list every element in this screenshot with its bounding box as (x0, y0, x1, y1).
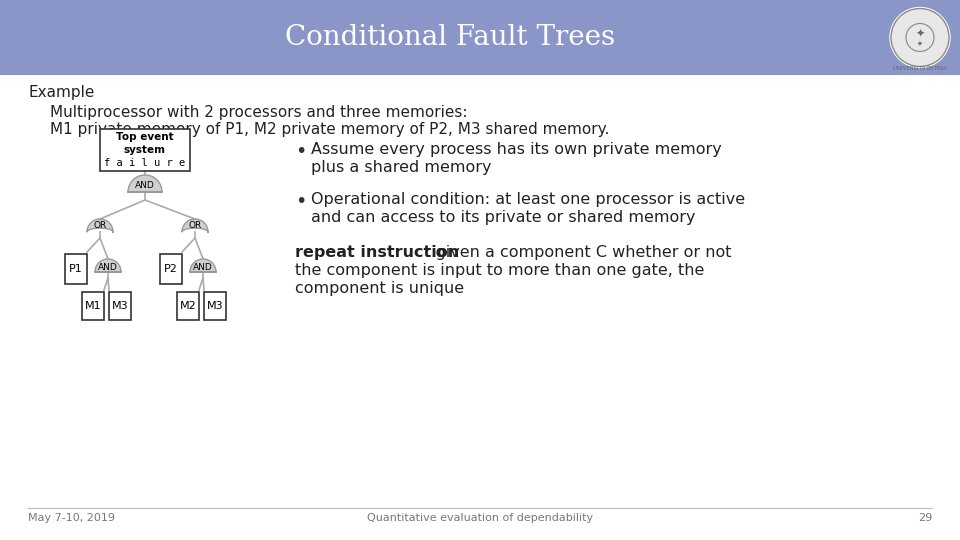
Polygon shape (190, 259, 216, 272)
Text: •: • (295, 142, 306, 161)
Text: AND: AND (98, 262, 118, 272)
Text: UNIVERSITÀ DI PISA: UNIVERSITÀ DI PISA (893, 66, 947, 71)
Bar (160, 254, 182, 284)
Text: May 7-10, 2019: May 7-10, 2019 (28, 513, 115, 523)
Text: repeat instruction: repeat instruction (295, 245, 459, 260)
Text: Example: Example (28, 85, 94, 100)
Text: Assume every process has its own private memory: Assume every process has its own private… (311, 142, 722, 157)
Text: M3: M3 (206, 301, 224, 311)
Bar (177, 292, 199, 320)
Text: ✦: ✦ (915, 29, 924, 38)
Text: •: • (295, 192, 306, 211)
Circle shape (892, 10, 948, 65)
Text: component is unique: component is unique (295, 281, 464, 296)
Text: OR: OR (93, 221, 107, 230)
Polygon shape (128, 175, 162, 192)
Text: M1 private memory of P1, M2 private memory of P2, M3 shared memory.: M1 private memory of P1, M2 private memo… (50, 122, 610, 137)
Polygon shape (95, 259, 121, 272)
Text: system: system (124, 145, 166, 155)
Text: the component is input to more than one gate, the: the component is input to more than one … (295, 263, 705, 278)
Text: Top event: Top event (116, 132, 174, 142)
Bar (109, 292, 131, 320)
Text: AND: AND (135, 181, 155, 190)
Text: OR: OR (188, 221, 202, 230)
Text: f a i l u r e: f a i l u r e (105, 158, 185, 168)
Text: Conditional Fault Trees: Conditional Fault Trees (285, 24, 615, 51)
Text: 29: 29 (918, 513, 932, 523)
Text: Quantitative evaluation of dependability: Quantitative evaluation of dependability (367, 513, 593, 523)
Bar (82, 292, 104, 320)
Text: plus a shared memory: plus a shared memory (311, 160, 492, 175)
Polygon shape (87, 219, 113, 232)
Bar (100, 129, 190, 171)
Text: M1: M1 (84, 301, 102, 311)
Text: M2: M2 (180, 301, 197, 311)
Text: ✦: ✦ (917, 40, 923, 46)
Polygon shape (182, 219, 208, 232)
Text: P2: P2 (164, 264, 178, 274)
Text: Operational condition: at least one processor is active: Operational condition: at least one proc… (311, 192, 745, 207)
Text: AND: AND (193, 262, 213, 272)
Circle shape (890, 8, 950, 68)
Bar (65, 254, 87, 284)
Text: Multiprocessor with 2 processors and three memories:: Multiprocessor with 2 processors and thr… (50, 105, 468, 120)
Bar (0, 0, 960, 75)
Text: : given a component C whether or not: : given a component C whether or not (424, 245, 732, 260)
Text: and can access to its private or shared memory: and can access to its private or shared … (311, 210, 695, 225)
Bar (204, 292, 226, 320)
Text: P1: P1 (69, 264, 83, 274)
Text: M3: M3 (111, 301, 129, 311)
